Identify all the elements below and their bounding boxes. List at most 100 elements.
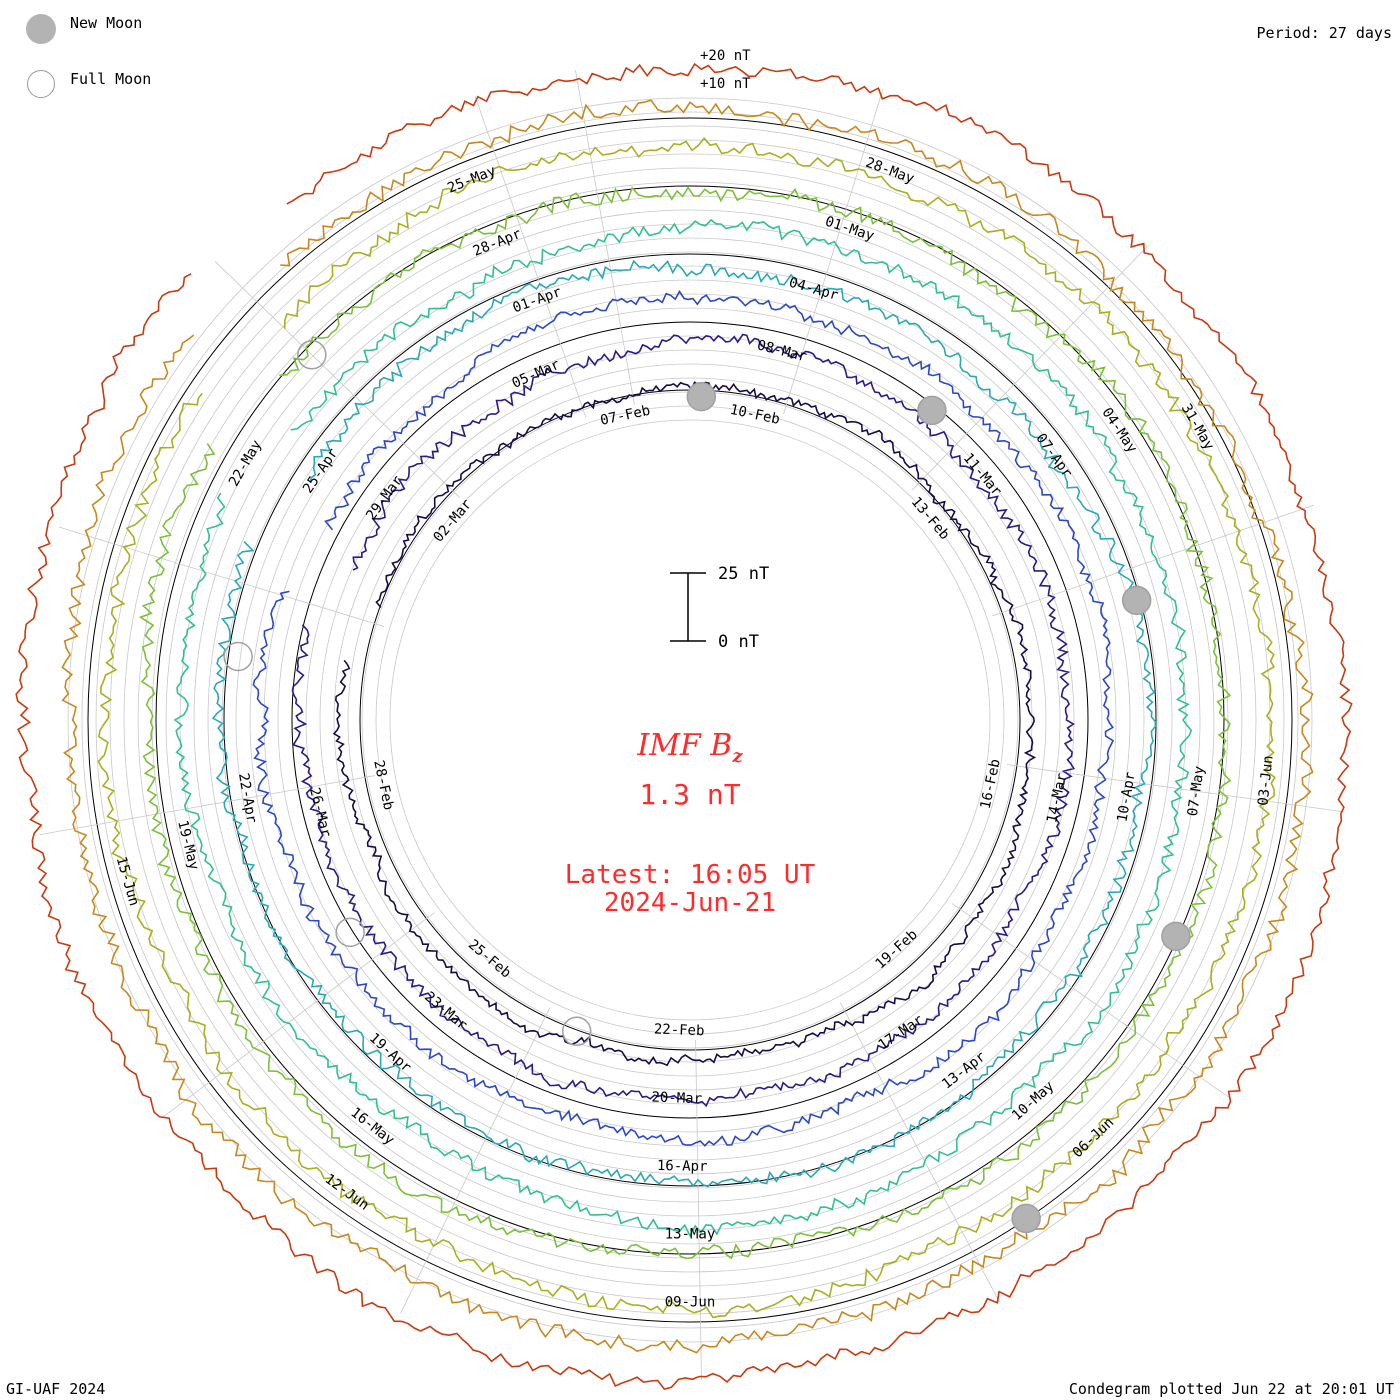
scale-bar (670, 572, 706, 642)
full-moon-marker (297, 340, 327, 370)
grid-spoke (162, 912, 435, 1118)
ref-label-20: +20 nT (700, 48, 751, 64)
series-line-3 (252, 289, 1115, 1147)
grid-spoke (695, 1039, 702, 1380)
grid-ring (319, 349, 1061, 1091)
date-label: 13-May (665, 1227, 716, 1243)
date-label: 11-Mar (960, 450, 1005, 499)
grid-ring (291, 321, 1089, 1119)
scale-top-label: 25 nT (718, 564, 770, 584)
date-label: 16-Apr (657, 1158, 708, 1175)
date-label: 16-Feb (978, 758, 1004, 811)
grid-spoke (783, 88, 884, 415)
baseline-ring (291, 321, 1089, 1119)
new-moon-marker (1121, 585, 1152, 616)
grid-spoke (39, 775, 375, 836)
date-label: 13-Feb (908, 494, 953, 543)
date-label: 26-Mar (306, 786, 334, 839)
grid-ring (95, 125, 1285, 1315)
latest-date: 2024-Jun-21 (603, 888, 777, 918)
grid-spoke (58, 526, 385, 627)
full-moon-legend-label: Full Moon (70, 70, 152, 88)
date-label: 22-Feb (654, 1022, 705, 1040)
series-line-2 (291, 333, 1076, 1108)
grid-ring (137, 167, 1243, 1273)
grid-ring (305, 335, 1075, 1105)
grid-ring (263, 293, 1117, 1147)
series-line-6 (138, 186, 1232, 1260)
imf-title-text: IMF B (637, 728, 733, 763)
grid-ring (207, 237, 1173, 1203)
grid-ring (277, 307, 1103, 1133)
grid-layer (39, 69, 1344, 1380)
series-line-8 (61, 99, 1314, 1354)
grid-ring (333, 363, 1047, 1077)
date-label: 12-Jun (322, 1171, 372, 1214)
latest-time: Latest: 16:05 UT (564, 860, 816, 890)
grid-ring (249, 279, 1131, 1161)
series-line-5 (173, 218, 1193, 1238)
grid-ring (165, 195, 1215, 1245)
grid-spoke (992, 504, 1315, 617)
date-label: 20-Mar (651, 1089, 702, 1107)
date-label: 22-Apr (235, 772, 260, 825)
grid-ring (361, 391, 1019, 1049)
full-moon-marker (561, 1016, 592, 1047)
date-label: 28-Feb (370, 759, 396, 812)
date-label: 19-May (174, 819, 202, 872)
series-layer (15, 62, 1353, 1391)
grid-ring (221, 251, 1159, 1189)
date-label: 03-Jun (1255, 755, 1276, 807)
new-moon-marker (686, 381, 717, 412)
grid-ring (81, 111, 1299, 1329)
date-label: 02-Mar (430, 496, 475, 545)
grid-spoke (214, 261, 461, 498)
series-line-9 (15, 62, 1353, 1391)
period-label: Period: 27 days (1256, 24, 1392, 42)
imf-value: 1.3 nT (639, 778, 741, 811)
date-label: 28-May (863, 155, 916, 187)
grid-spoke (400, 1007, 551, 1314)
new-moon-legend-icon (26, 14, 56, 44)
date-label: 15-Jun (113, 855, 142, 908)
moon-layer (223, 340, 1191, 1234)
date-label: 17-Mar (875, 1012, 926, 1054)
full-moon-marker (223, 641, 253, 672)
baseline-ring (155, 185, 1225, 1255)
date-label: 23-Mar (421, 989, 470, 1034)
grid-ring (347, 377, 1033, 1063)
grid-spoke (1006, 764, 1344, 813)
grid-spoke (839, 1002, 1001, 1303)
baseline-ring (223, 253, 1157, 1187)
scale-bottom-label: 0 nT (718, 632, 759, 652)
footer-plot-time: Condegram plotted Jun 22 at 20:01 UT (1068, 1380, 1394, 1398)
date-label: 06-Jun (1070, 1114, 1117, 1161)
grid-ring (67, 97, 1313, 1343)
date-label: 14-Mar (1044, 772, 1070, 825)
date-label: 07-May (1185, 765, 1208, 817)
new-moon-marker (1161, 921, 1191, 952)
new-moon-marker (917, 395, 947, 426)
series-line-7 (97, 137, 1276, 1319)
date-label: 07-Feb (599, 403, 652, 429)
date-label: 08-Mar (755, 337, 808, 365)
series-line-4 (211, 259, 1157, 1188)
grid-ring (123, 153, 1257, 1287)
grid-ring (193, 223, 1187, 1217)
imf-title: IMF Bz (500, 728, 880, 767)
grid-ring (235, 265, 1145, 1175)
date-label: 04-Apr (787, 275, 840, 304)
new-moon-legend-label: New Moon (70, 14, 143, 32)
full-moon-legend-icon (27, 70, 55, 98)
grid-spoke (474, 95, 587, 418)
date-label: 01-May (823, 214, 876, 245)
baseline-ring (87, 117, 1293, 1323)
footer-credit: GI-UAF 2024 (6, 1380, 106, 1398)
full-moon-marker (335, 917, 365, 948)
grid-spoke (574, 69, 635, 405)
imf-title-sub: z (732, 746, 743, 767)
date-label: 05-Mar (510, 357, 563, 392)
grid-ring (179, 209, 1201, 1231)
baseline-ring (359, 389, 1021, 1051)
